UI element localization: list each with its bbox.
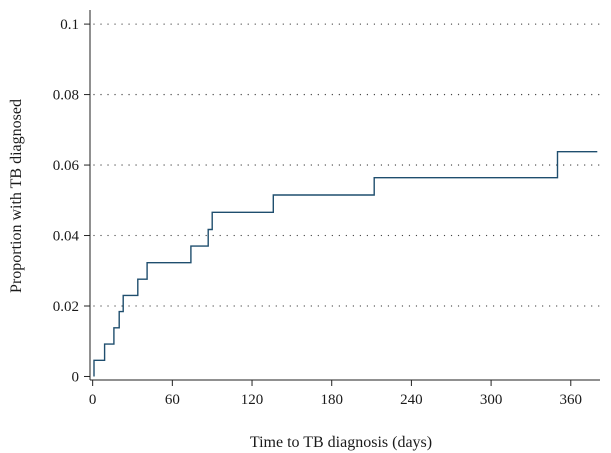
x-tick-label: 240 xyxy=(400,392,423,408)
x-tick-label: 180 xyxy=(320,392,343,408)
x-tick-label: 360 xyxy=(560,392,583,408)
y-axis-title: Proportion with TB diagnosed xyxy=(8,99,25,293)
x-tick-label: 60 xyxy=(165,392,180,408)
y-tick-label: 0.04 xyxy=(53,229,80,245)
y-tick-label: 0 xyxy=(72,369,80,385)
grid-layer xyxy=(94,24,600,306)
x-tick-label: 0 xyxy=(89,392,97,408)
y-tick-label: 0.1 xyxy=(60,17,79,33)
x-axis-title: Time to TB diagnosis (days) xyxy=(250,434,432,451)
x-tick-label: 120 xyxy=(241,392,264,408)
y-tick-label: 0.06 xyxy=(53,158,80,174)
series-layer xyxy=(94,152,597,377)
ticks-layer: 0 0.02 0.04 0.06 0.08 0.1 0 60 120 180 240 300 360 xyxy=(53,17,582,408)
y-tick-label: 0.02 xyxy=(53,299,79,315)
y-tick-label: 0.08 xyxy=(53,88,79,104)
x-tick-label: 300 xyxy=(480,392,503,408)
cumulative-incidence-line xyxy=(94,152,597,377)
